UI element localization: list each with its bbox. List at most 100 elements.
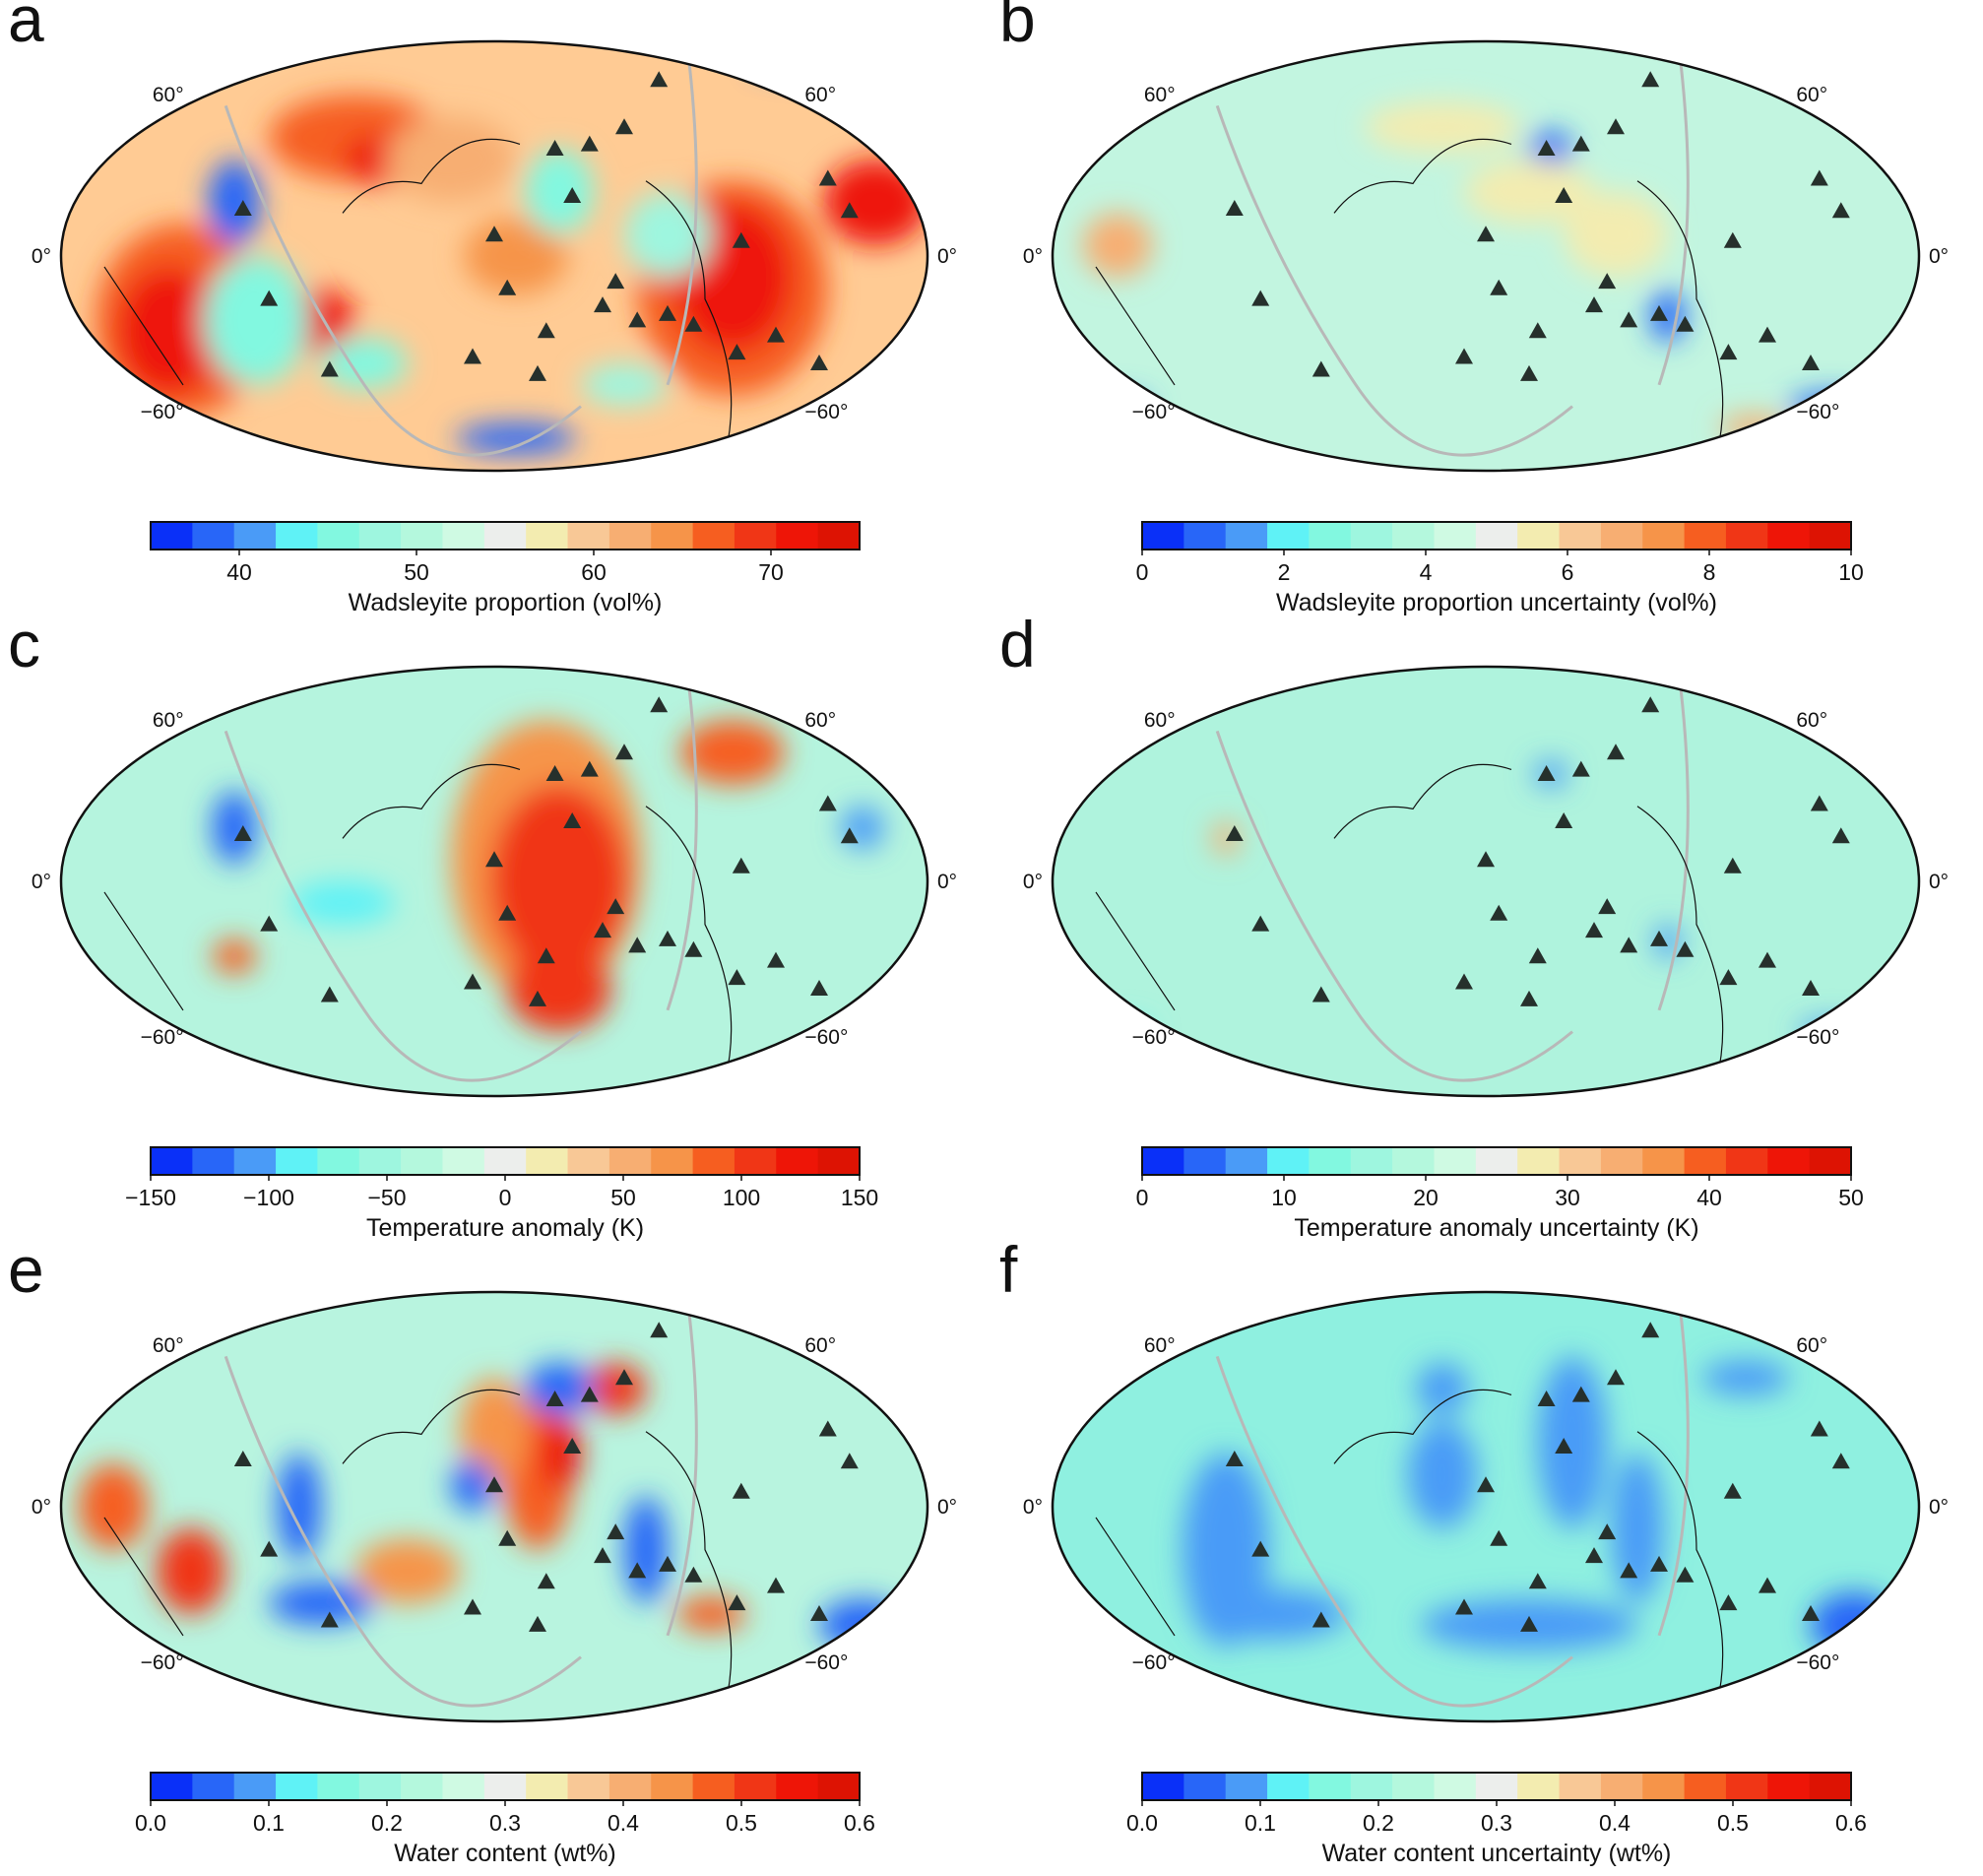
colorbar-swatch (1517, 1147, 1561, 1175)
hotspot-triangle (260, 1540, 279, 1557)
hotspot-triangle (1620, 937, 1638, 953)
colorbar-swatch (1642, 1773, 1686, 1800)
hotspot-triangle (840, 1453, 859, 1469)
latitude-label: 0° (32, 871, 51, 893)
hotspot-triangle (1641, 1322, 1660, 1338)
latitude-label: 60° (153, 709, 184, 732)
hotspot-triangle (498, 279, 517, 295)
colorbar-title: Water content uncertainty (wt%) (1322, 1840, 1672, 1867)
hotspot-triangle (1528, 322, 1547, 339)
hotspot-triangle (1555, 811, 1573, 828)
colorbar-swatch (1600, 1147, 1643, 1175)
map-d: 60° 60° 0° 0° −60° −60° 0 10 20 30 40 50 Temperature… (1023, 665, 1949, 1242)
panel-letter: a (8, 0, 44, 55)
latitude-label: 0° (937, 871, 957, 893)
coastline (1095, 138, 1724, 457)
colorbar-swatch (734, 1773, 777, 1800)
hotspot-triangle (1607, 1369, 1625, 1386)
hotspot-triangle (1676, 1566, 1695, 1583)
colorbar-swatch (1767, 522, 1811, 550)
colorbar-swatch (776, 1773, 819, 1800)
colorbar-swatch (276, 1773, 319, 1800)
colorbar-swatch (651, 1773, 694, 1800)
colorbar-swatch (483, 1773, 527, 1800)
anomaly-region (386, 116, 516, 203)
colorbar-swatch (1392, 522, 1436, 550)
colorbar-tick-label: 60 (581, 559, 607, 585)
colorbar-swatch (1142, 522, 1184, 550)
colorbar: 0 2 4 6 8 10 Wadsleyite proportion uncertainty… (1136, 521, 1864, 616)
colorbar: 0 10 20 30 40 50 Temperature anomaly uncertain… (1136, 1146, 1864, 1242)
hotspot-triangle (594, 1547, 611, 1564)
latitude-label: −60° (804, 1026, 848, 1049)
hotspot-triangle (615, 118, 633, 135)
colorbar-swatch (1767, 1773, 1811, 1800)
hotspot-triangle (607, 273, 625, 290)
colorbar-swatch (233, 1773, 277, 1800)
hotspot-triangle (537, 947, 555, 964)
colorbar-tick-label: 0.3 (1481, 1810, 1512, 1836)
colorbar-swatch (1183, 522, 1227, 550)
panel-letter: c (8, 608, 40, 680)
map-a: 60° 60° 0° 0° −60° −60° 40 50 60 70 Wadsleyite pro… (32, 39, 957, 616)
colorbar-swatch (1642, 1147, 1686, 1175)
hotspot-triangle (767, 1577, 785, 1593)
hotspot-triangle (1810, 1420, 1828, 1437)
map-outline (1051, 1290, 1921, 1723)
coastline (1095, 763, 1724, 1082)
hotspot-triangle (529, 364, 546, 381)
anomaly-region (1082, 213, 1153, 278)
hotspot-triangle (1810, 795, 1828, 811)
map-outline (59, 39, 929, 473)
hotspot-triangle (1490, 904, 1508, 921)
hotspot-triangle (1676, 940, 1695, 957)
panel-d: d 60° 60° 0° 0° −60° −60° 0 10 20 30 40 50 Temperatur… (992, 612, 1983, 1251)
hotspot-triangle (1620, 311, 1638, 328)
anomaly-region (585, 1362, 646, 1415)
map-outline (1051, 39, 1921, 473)
colorbar-swatch (483, 1147, 527, 1175)
hotspot-triangle (464, 348, 481, 364)
hotspot-triangle (1311, 1611, 1330, 1628)
hotspot-triangle (233, 200, 252, 217)
hotspot-triangle (464, 1598, 481, 1615)
colorbar: 0.0 0.1 0.2 0.3 0.4 0.5 0.6 Water content (wt%) (135, 1772, 875, 1867)
anomaly-region (451, 1459, 494, 1512)
colorbar-swatch (192, 1773, 235, 1800)
map-f: 60° 60° 0° 0° −60° −60° 0.0 0.1 0.2 0.3 0.4 0.5 0.6 W… (1023, 1290, 1949, 1867)
colorbar-swatch (1225, 1147, 1268, 1175)
hotspot-triangle (650, 71, 669, 88)
hotspot-triangle (732, 231, 750, 248)
colorbar-tick-label: 0.5 (1717, 1810, 1749, 1836)
colorbar-tick-label: 150 (841, 1185, 878, 1210)
latitude-label: 0° (1929, 1496, 1949, 1519)
colorbar-swatch (317, 1147, 360, 1175)
hotspot-triangle (563, 811, 582, 828)
hotspot-triangle (810, 1605, 828, 1621)
anomaly-region (1416, 1362, 1469, 1415)
colorbar-tick-label: 0.6 (1835, 1810, 1867, 1836)
hotspot-triangle (840, 827, 859, 844)
map-c: 60° 60° 0° 0° −60° −60° −150 −100 −50 0 50 100 150 Te… (32, 665, 957, 1242)
colorbar-swatch (1809, 1147, 1852, 1175)
latitude-label: 0° (32, 245, 51, 268)
panel-a: a 60° 60° 0° 0° −60° −60° 40 50 60 70 Wadsleyite pr… (0, 0, 992, 625)
anomaly-region (507, 945, 611, 1032)
latitude-label: 60° (1796, 1334, 1827, 1357)
latitude-label: −60° (1796, 401, 1839, 423)
hotspot-triangle (545, 140, 564, 156)
colorbar-swatch (483, 522, 527, 550)
anomaly-region (624, 1496, 668, 1604)
hotspot-triangle (1520, 364, 1538, 381)
hotspot-triangle (628, 1562, 647, 1579)
latitude-label: 60° (804, 84, 836, 106)
hotspot-triangle (767, 951, 785, 968)
anomaly-region (290, 881, 395, 925)
colorbar-tick-label: 70 (758, 559, 784, 585)
hotspot-triangle (1455, 973, 1473, 990)
colorbar-swatch (1392, 1147, 1436, 1175)
hotspot-triangle (1528, 1573, 1547, 1589)
hotspot-triangle (1225, 200, 1244, 217)
anomaly-region (524, 149, 595, 235)
colorbar-tick-label: 6 (1562, 559, 1574, 585)
